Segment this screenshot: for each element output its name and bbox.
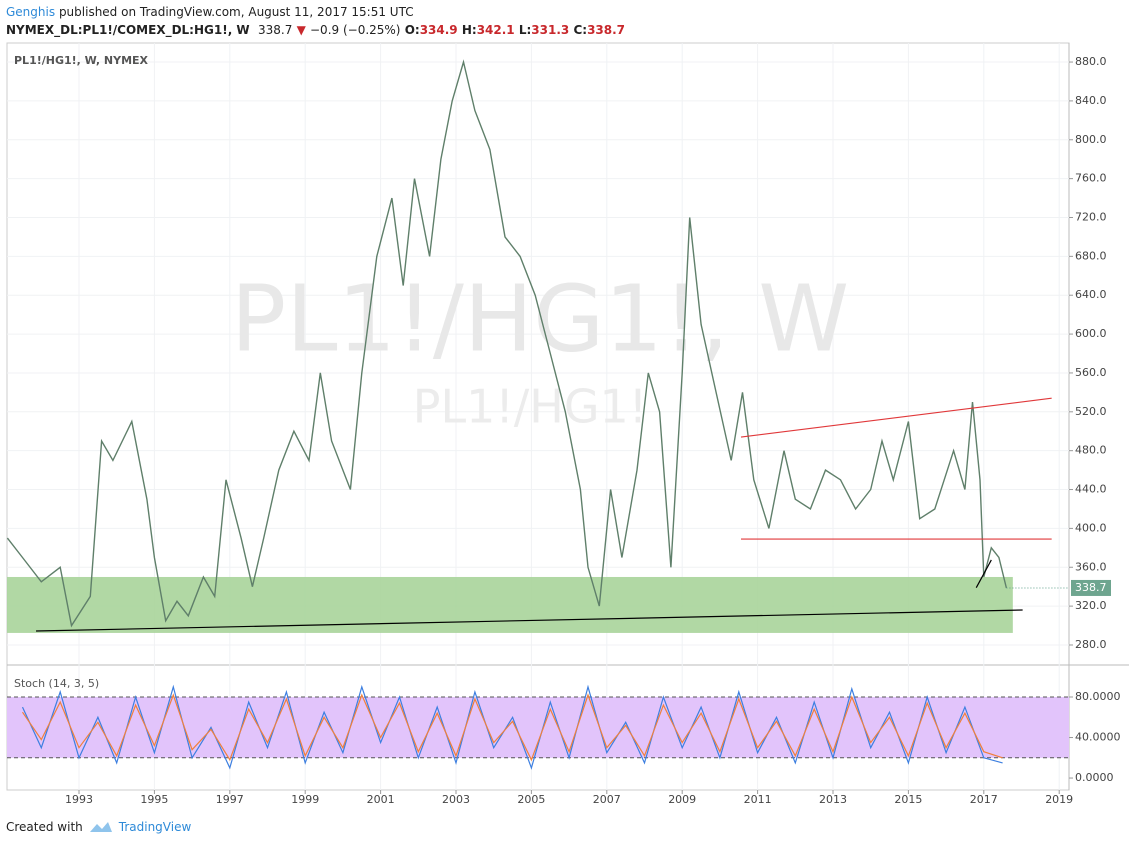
low: 331.3 <box>531 23 570 37</box>
y-tick-label: 800.0 <box>1075 133 1107 146</box>
watermark: PL1!/HG1!, W <box>231 265 849 372</box>
x-tick-label: 2007 <box>593 793 621 806</box>
x-tick-label: 2005 <box>517 793 545 806</box>
x-tick-label: 1999 <box>291 793 319 806</box>
open: 334.9 <box>419 23 458 37</box>
trend-line <box>740 397 1052 438</box>
y-tick-label: 80.0000 <box>1075 690 1121 703</box>
y-tick-label: 880.0 <box>1075 55 1107 68</box>
x-tick-label: 1997 <box>216 793 244 806</box>
x-tick-label: 1995 <box>140 793 168 806</box>
header-line: Genghis published on TradingView.com, Au… <box>6 3 625 21</box>
y-tick-label: 0.0000 <box>1075 771 1114 784</box>
x-tick-label: 2015 <box>894 793 922 806</box>
y-tick-label: 840.0 <box>1075 94 1107 107</box>
x-tick-label: 2017 <box>970 793 998 806</box>
y-tick-label: 360.0 <box>1075 560 1107 573</box>
chart: 1993 1995 1997 1999 2001 2003 2005 2007 2009 2011… <box>6 42 1129 806</box>
support-zone <box>7 576 1013 633</box>
change: −0.9 (−0.25%) <box>310 23 401 37</box>
x-tick-label: 2001 <box>367 793 395 806</box>
x-tick-label: 2011 <box>744 793 772 806</box>
logo[interactable] <box>89 820 113 834</box>
author[interactable]: Genghis <box>6 5 56 19</box>
watermark-small: PL1!/HG1! <box>413 380 648 434</box>
last-price-badge <box>1071 579 1111 596</box>
close: 338.7 <box>587 23 626 37</box>
y-tick-label: 760.0 <box>1075 172 1107 185</box>
x-tick-label: 2009 <box>668 793 696 806</box>
high-label: H: <box>461 23 477 37</box>
y-tick-label: 40.0000 <box>1075 731 1121 744</box>
created-with: Created with <box>6 820 83 834</box>
y-tick-label: 720.0 <box>1075 210 1107 223</box>
y-tick-label: 280.0 <box>1075 638 1107 651</box>
y-tick-label: 560.0 <box>1075 366 1107 379</box>
brand[interactable]: TradingView <box>118 820 192 834</box>
y-tick-label: 640.0 <box>1075 288 1107 301</box>
y-tick-label: 440.0 <box>1075 483 1107 496</box>
footer: Created with TradingView <box>6 820 191 834</box>
pane-title: PL1!/HG1!, W, NYMEX <box>14 54 149 67</box>
open-label: O: <box>404 23 420 37</box>
y-tick-label: 480.0 <box>1075 444 1107 457</box>
y-tick-label: 400.0 <box>1075 521 1107 534</box>
x-tick-label: 2019 <box>1045 793 1073 806</box>
header-line: NYMEX_DL:PL1!/COMEX_DL:HG1!, W 338.7 ▼ −… <box>6 21 625 39</box>
price-line <box>6 59 1008 628</box>
x-tick-label: 1993 <box>65 793 93 806</box>
y-tick-label: 320.0 <box>1075 599 1107 612</box>
high: 342.1 <box>476 23 515 37</box>
y-tick-label: 520.0 <box>1075 405 1107 418</box>
trend-line <box>975 559 992 588</box>
x-tick-label: 2003 <box>442 793 470 806</box>
stoch-band <box>7 697 1069 758</box>
published: published on TradingView.com, August 11,… <box>58 5 414 19</box>
y-tick-label: 680.0 <box>1075 249 1107 262</box>
y-tick-label: 600.0 <box>1075 327 1107 340</box>
symbol: NYMEX_DL:PL1!/COMEX_DL:HG1!, W <box>6 23 250 37</box>
last-price: 338.7 <box>258 23 293 37</box>
x-tick-label: 2013 <box>819 793 847 806</box>
stoch-line <box>22 693 1003 762</box>
low-label: L: <box>518 23 532 37</box>
close-label: C: <box>573 23 588 37</box>
pane-title: Stoch (14, 3, 5) <box>14 677 99 690</box>
header: Genghis published on TradingView.com, Au… <box>6 3 625 39</box>
down-icon: ▼ <box>296 23 306 37</box>
last-price-label: 338.7 <box>1075 581 1107 594</box>
trend-line <box>36 609 1023 632</box>
